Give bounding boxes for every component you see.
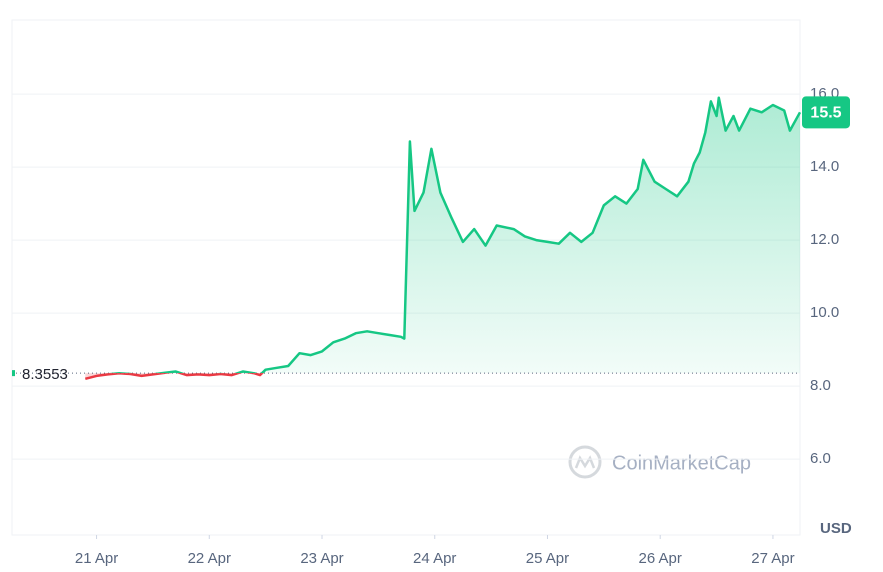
area-down bbox=[85, 373, 263, 379]
x-tick-label: 27 Apr bbox=[751, 550, 794, 567]
y-axis-label: USD bbox=[820, 520, 852, 537]
watermark bbox=[568, 445, 602, 479]
x-tick-label: 21 Apr bbox=[75, 550, 118, 567]
x-tick-label: 22 Apr bbox=[188, 550, 231, 567]
current-value-badge bbox=[802, 96, 850, 129]
line-down bbox=[84, 373, 264, 381]
price-line bbox=[108, 96, 802, 374]
price-area bbox=[85, 97, 800, 374]
current-value-label: 15.5 bbox=[810, 105, 841, 122]
baseline-label: 8.3553 bbox=[22, 366, 68, 383]
x-tick-label: 26 Apr bbox=[639, 550, 682, 567]
y-tick-label: 8.0 bbox=[810, 377, 831, 394]
price-area-down bbox=[85, 373, 263, 379]
y-tick-label: 10.0 bbox=[810, 304, 839, 321]
y-tick-label: 6.0 bbox=[810, 450, 831, 467]
baseline-marker bbox=[12, 370, 15, 377]
y-tick-label: 12.0 bbox=[810, 231, 839, 248]
watermark-text: CoinMarketCap bbox=[612, 452, 751, 474]
x-tick-label: 25 Apr bbox=[526, 550, 569, 567]
line-up bbox=[108, 96, 802, 374]
x-tick-label: 23 Apr bbox=[300, 550, 343, 567]
area-up bbox=[85, 97, 800, 374]
y-tick-label: 14.0 bbox=[810, 158, 839, 175]
x-tick-label: 24 Apr bbox=[413, 550, 456, 567]
price-line-down bbox=[84, 373, 264, 381]
